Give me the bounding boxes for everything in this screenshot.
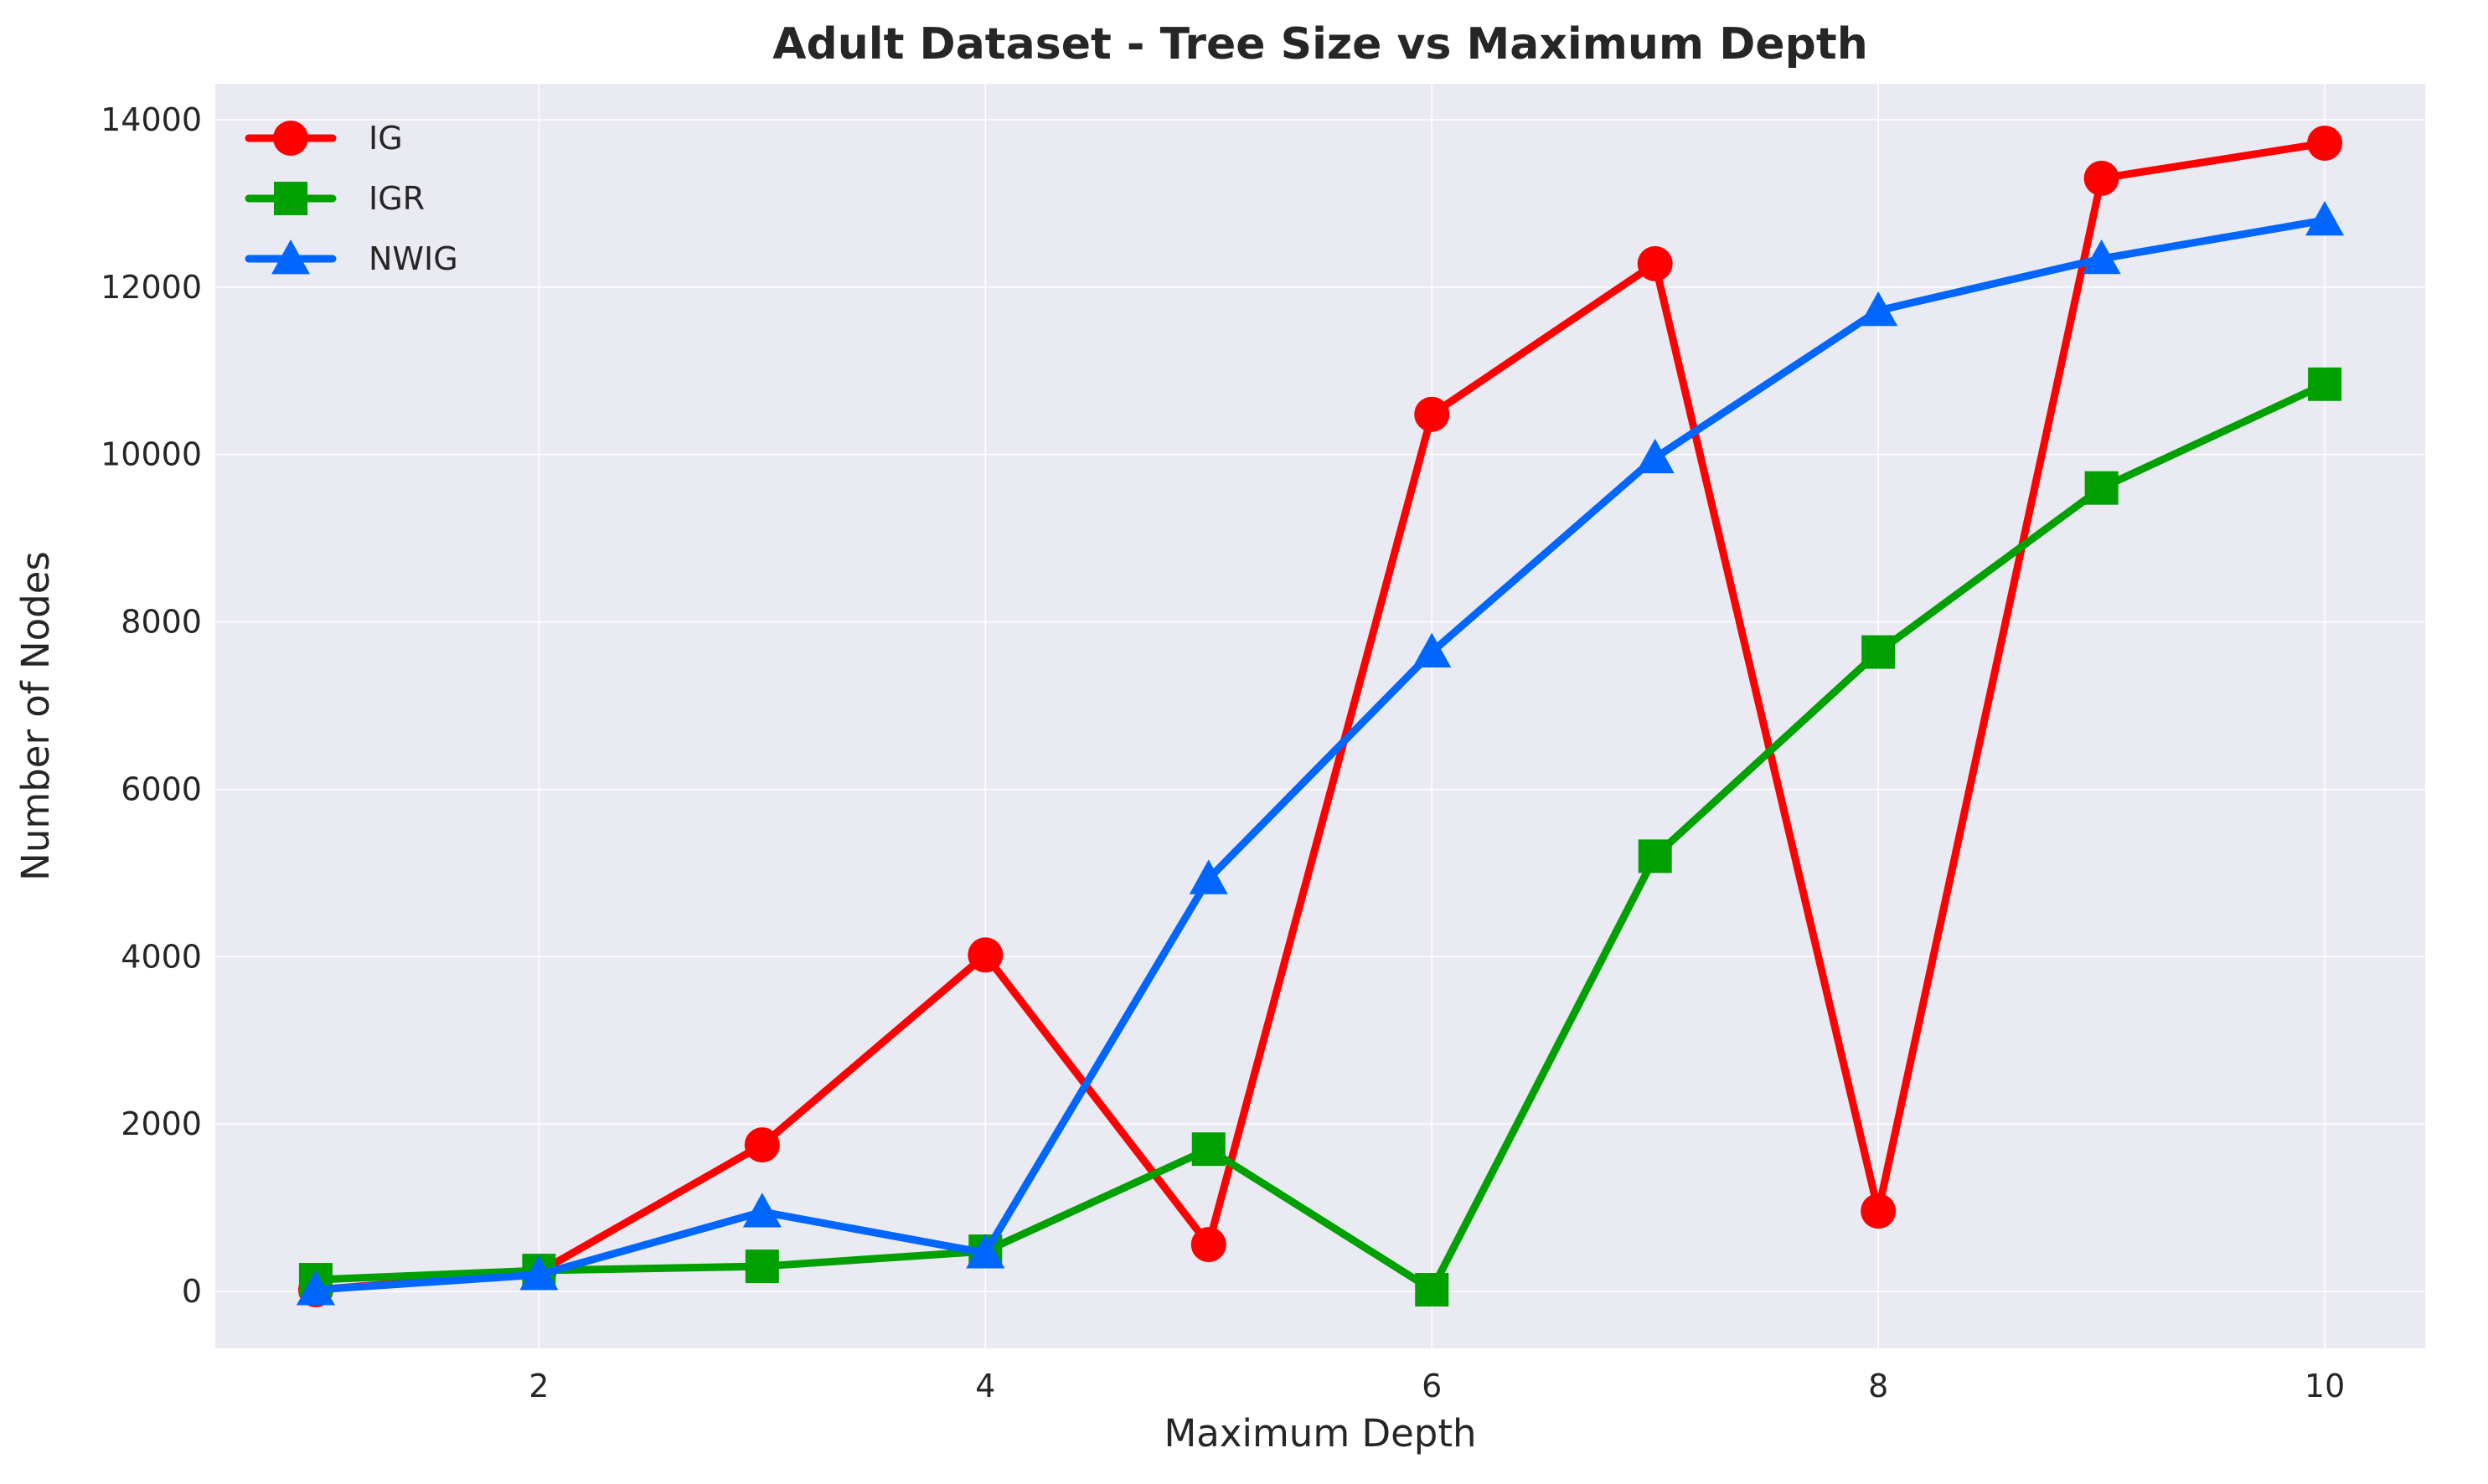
data-point-nwig (296, 1270, 335, 1306)
data-point-ig (1637, 245, 1673, 281)
x-axis-ticks: 2 4 6 8 10 (529, 1368, 2345, 1404)
legend-label: IGR (369, 180, 425, 217)
data-point-ig (968, 937, 1004, 973)
legend-marker (274, 182, 307, 215)
legend-marker (273, 121, 308, 156)
y-tick-label: 14000 (101, 101, 202, 138)
y-tick-label: 2000 (121, 1105, 202, 1142)
x-axis-label: Maximum Depth (1164, 1411, 1476, 1456)
data-point-igr (1415, 1273, 1449, 1307)
data-point-nwig (2082, 239, 2121, 275)
data-point-ig (1414, 396, 1450, 432)
data-point-nwig (966, 1234, 1005, 1269)
series-line-igr (312, 380, 2329, 1294)
y-axis-ticks: 0 2000 4000 6000 8000 10000 12000 14000 (101, 101, 202, 1310)
x-tick-label: 6 (1422, 1368, 1442, 1404)
data-point-ig (2083, 160, 2119, 196)
data-point-ig (744, 1127, 780, 1163)
series-line-nwig (312, 216, 2329, 1294)
y-tick-label: 4000 (121, 938, 202, 975)
legend-item-nwig: NWIG (245, 240, 458, 277)
x-tick-label: 4 (975, 1368, 995, 1404)
data-point-igr (1638, 839, 1672, 873)
legend-item-ig: IG (245, 120, 403, 157)
y-tick-label: 0 (182, 1273, 202, 1310)
data-point-igr (745, 1250, 779, 1284)
data-point-nwig (519, 1255, 559, 1291)
data-point-nwig (1189, 859, 1228, 894)
legend-item-igr: IGR (245, 180, 425, 217)
legend-label: IG (369, 120, 403, 157)
x-tick-label: 2 (529, 1368, 549, 1404)
y-tick-label: 8000 (121, 604, 202, 641)
data-point-igr (2084, 471, 2119, 505)
data-point-ig (2307, 125, 2343, 161)
data-point-nwig (742, 1193, 782, 1228)
y-tick-label: 6000 (121, 770, 202, 807)
data-point-ig (1861, 1193, 1897, 1229)
data-point-igr (1861, 635, 1896, 669)
x-tick-label: 8 (1868, 1368, 1888, 1404)
y-tick-label: 10000 (101, 436, 202, 473)
series-nwig (296, 200, 2345, 1306)
plot-area (215, 84, 2425, 1348)
data-point-nwig (1635, 438, 1675, 474)
x-tick-label: 10 (2305, 1368, 2345, 1404)
data-point-igr (2308, 367, 2342, 401)
legend-marker (271, 240, 310, 275)
grid (215, 84, 2425, 1348)
legend: IG IGR NWIG (245, 120, 458, 277)
data-point-nwig (1859, 291, 1898, 327)
data-point-igr (1191, 1132, 1226, 1167)
data-point-ig (1190, 1227, 1226, 1263)
y-axis-label: Number of Nodes (13, 551, 58, 881)
y-tick-label: 12000 (101, 269, 202, 306)
series-line-ig (312, 139, 2329, 1294)
series (296, 125, 2345, 1308)
chart-title: Adult Dataset - Tree Size vs Maximum Dep… (772, 19, 1867, 70)
data-point-nwig (2305, 200, 2345, 236)
data-point-nwig (1412, 632, 1452, 667)
legend-label: NWIG (369, 240, 458, 277)
